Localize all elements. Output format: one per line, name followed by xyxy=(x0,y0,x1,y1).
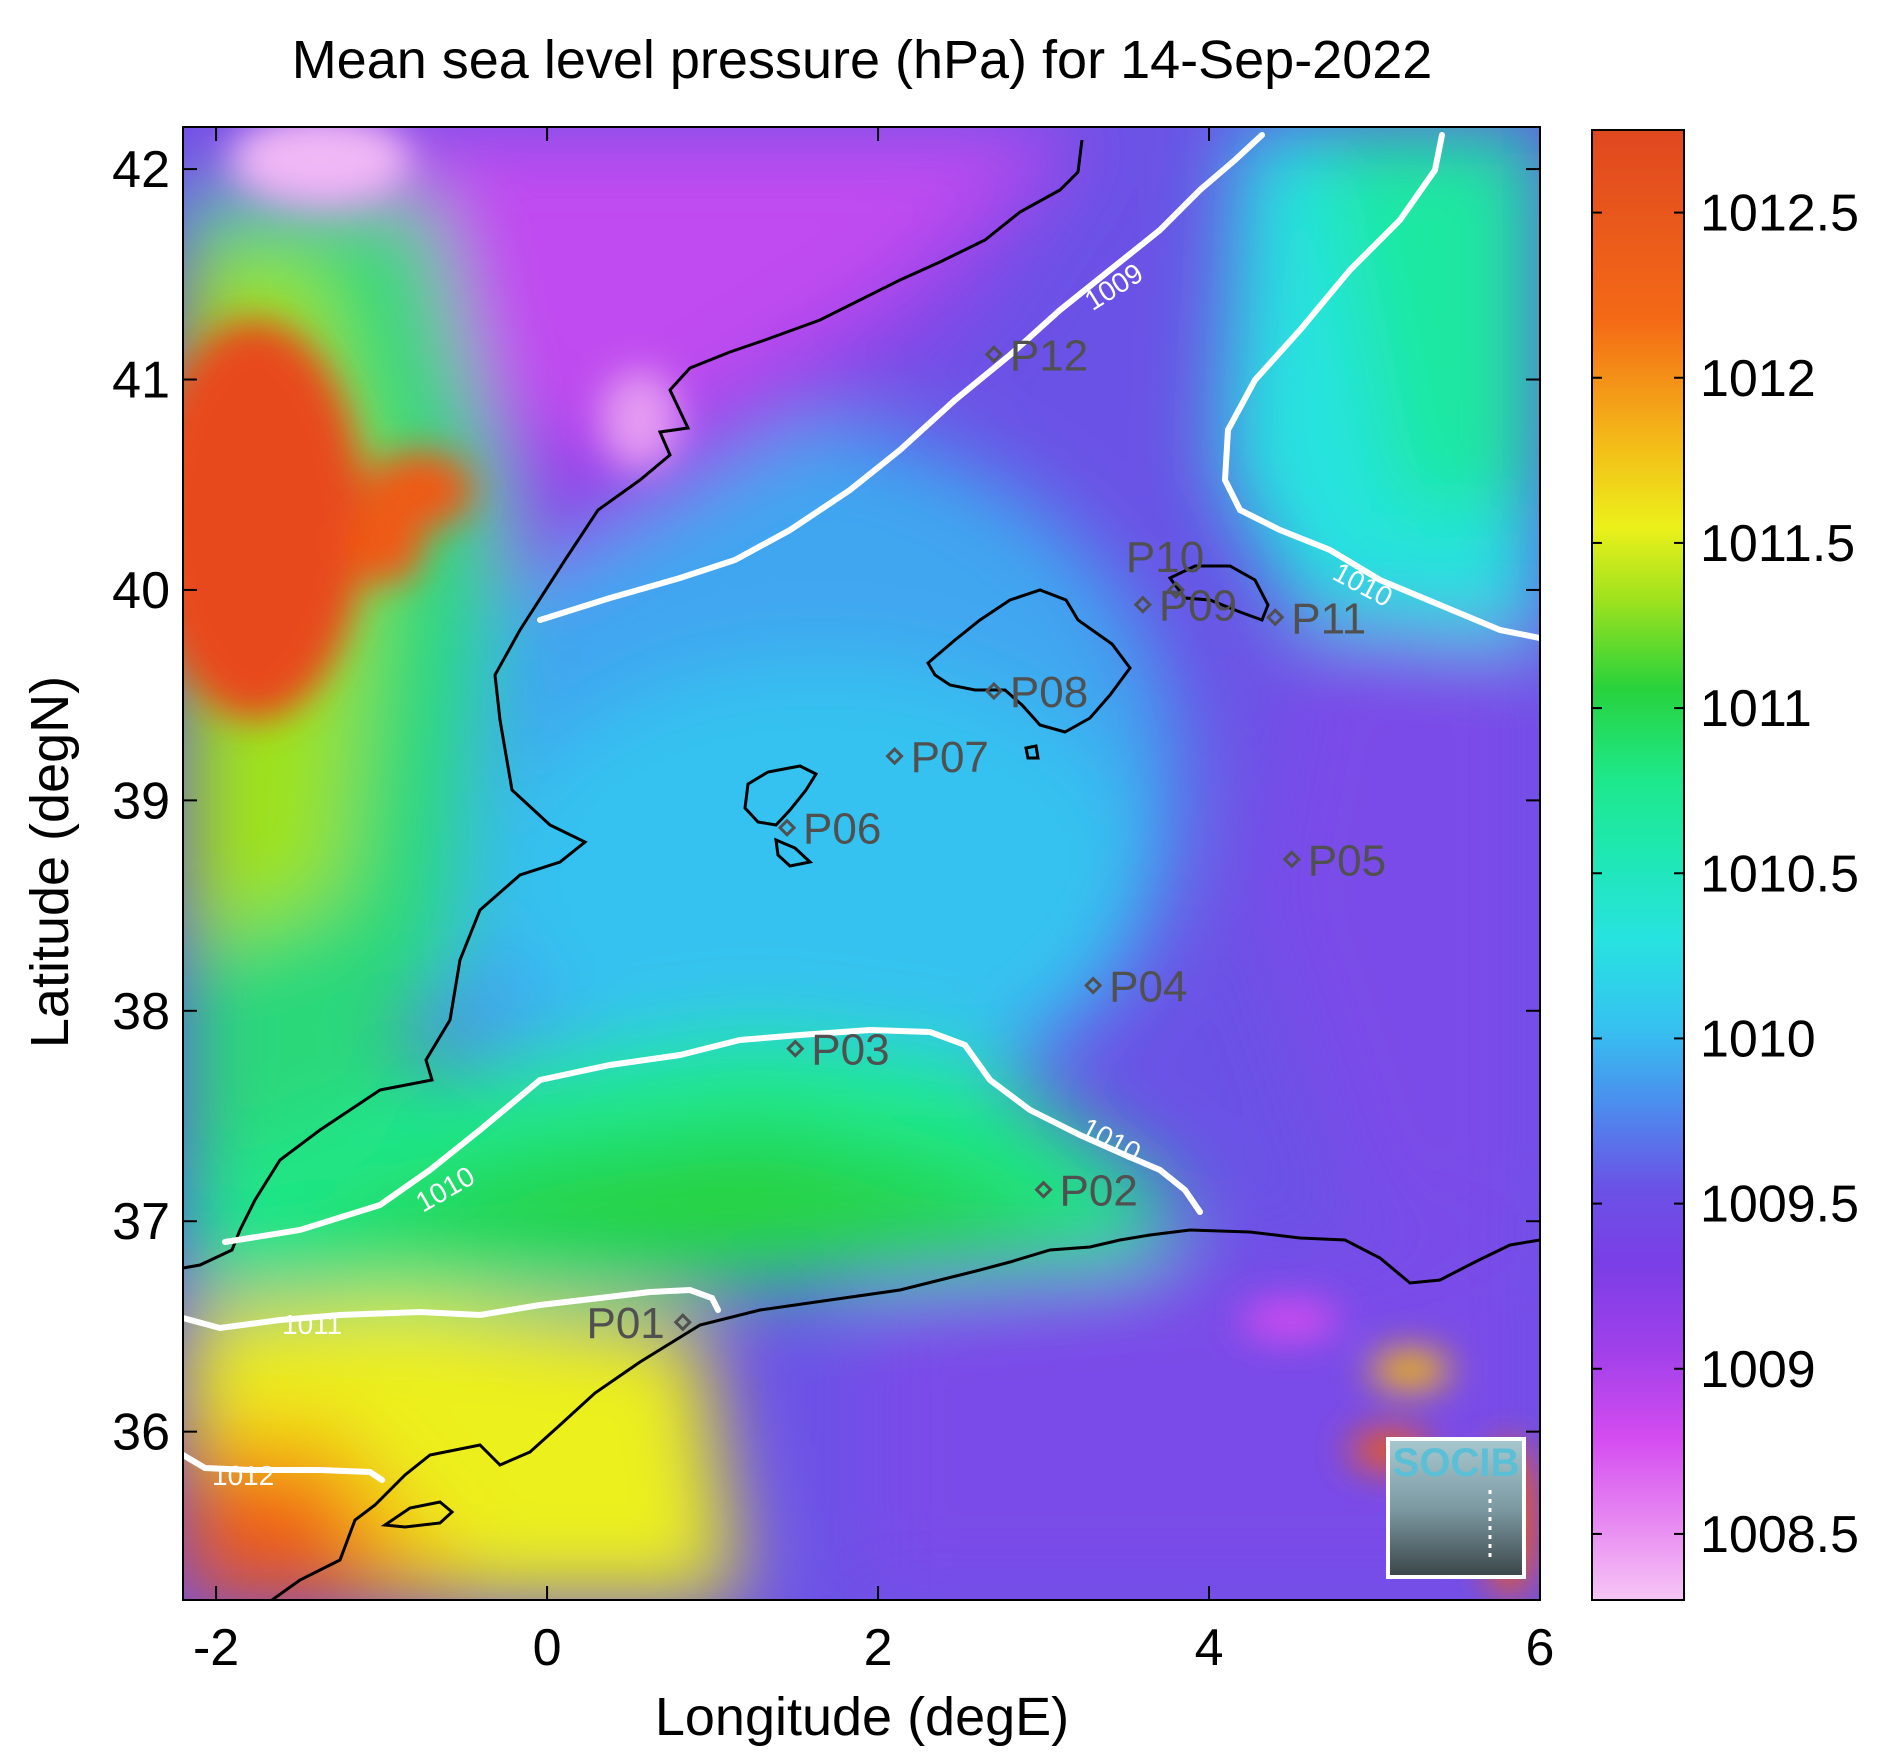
chart-title: Mean sea level pressure (hPa) for 14-Sep… xyxy=(292,30,1433,90)
contour-1012 xyxy=(183,1452,385,1483)
coastlines xyxy=(183,139,1540,1600)
y-tick-label: 38 xyxy=(112,983,170,1041)
colorbar-tick-label: 1009 xyxy=(1700,1341,1816,1399)
station-label: P06 xyxy=(803,805,881,854)
station-label: P02 xyxy=(1060,1167,1138,1216)
x-tick-label: 0 xyxy=(533,1619,562,1677)
y-tick-label: 37 xyxy=(112,1193,170,1251)
socib-logo-text: SOCIB xyxy=(1393,1441,1520,1485)
station-label: P05 xyxy=(1308,836,1386,885)
iberian-coastline xyxy=(183,139,1084,1270)
y-tick-label: 42 xyxy=(112,141,170,199)
station-marker-p07: P07 xyxy=(885,733,989,782)
station-label: P07 xyxy=(911,733,989,782)
x-tick-label: -2 xyxy=(193,1619,239,1677)
station-marker-p03: P03 xyxy=(786,1026,890,1075)
station-marker-p04: P04 xyxy=(1084,963,1187,1012)
diamond-marker-icon xyxy=(1282,850,1301,869)
station-marker-p10: P10 xyxy=(1126,533,1204,600)
colorbar-tick-label: 1008.5 xyxy=(1700,1506,1859,1564)
contour-1010-north xyxy=(1221,132,1540,641)
x-tick-label: 2 xyxy=(864,1619,893,1677)
contour-label-1012: 1012 xyxy=(212,1460,274,1491)
diamond-marker-icon xyxy=(984,345,1004,364)
contour-1010-south xyxy=(222,1026,1203,1245)
y-axis-label: Latitude (degN) xyxy=(20,676,80,1048)
station-marker-p11: P11 xyxy=(1266,594,1366,643)
map-frame xyxy=(182,126,1541,1601)
colorbar-tick-label: 1010 xyxy=(1700,1010,1816,1068)
y-tick-label: 36 xyxy=(112,1404,170,1462)
cabrera-coastline xyxy=(1024,744,1040,760)
station-label: P10 xyxy=(1126,533,1204,582)
y-tick-label: 40 xyxy=(112,562,170,620)
contour-label-1011: 1011 xyxy=(282,1309,342,1340)
station-label: P12 xyxy=(1010,331,1088,380)
x-tick-label: 6 xyxy=(1526,1619,1555,1677)
diamond-marker-icon xyxy=(1166,580,1186,600)
x-axis-label: Longitude (degE) xyxy=(655,1687,1069,1747)
contour-1009 xyxy=(537,132,1265,623)
station-marker-p09: P09 xyxy=(1133,582,1237,631)
diamond-marker-icon xyxy=(1133,595,1152,614)
station-marker-p12: P12 xyxy=(984,331,1088,380)
station-label: P03 xyxy=(811,1026,889,1075)
pressure-field: SOCIB xyxy=(183,127,1540,1600)
colorbar-gradient xyxy=(1591,129,1685,1601)
diamond-marker-icon xyxy=(673,1313,692,1332)
ibiza-coastline xyxy=(743,764,819,827)
formentera-coastline xyxy=(774,837,814,868)
station-label: P04 xyxy=(1109,963,1187,1012)
station-marker-p06: P06 xyxy=(777,805,881,854)
colorbar: 1008.5 1009 1009.5 1010 1010.5 1011 1011.5 1012… xyxy=(1591,129,1859,1601)
colorbar-ticks: 1008.5 1009 1009.5 1010 1010.5 1011 1011.5 1012… xyxy=(1592,185,1859,1564)
diamond-marker-icon xyxy=(984,681,1004,701)
menorca-coastline xyxy=(1167,564,1270,622)
y-tick-label: 41 xyxy=(112,352,170,410)
y-tick-label: 39 xyxy=(112,772,170,830)
alboran-island-coastline xyxy=(380,1500,455,1529)
colorbar-tick-label: 1012.5 xyxy=(1700,185,1859,243)
station-marker-p05: P05 xyxy=(1282,836,1386,885)
diamond-marker-icon xyxy=(1034,1180,1053,1199)
diamond-marker-icon xyxy=(1266,608,1285,627)
station-label: P09 xyxy=(1159,582,1237,631)
x-tick-label: 4 xyxy=(1195,1619,1224,1677)
diamond-marker-icon xyxy=(786,1039,805,1058)
diamond-marker-icon xyxy=(777,818,797,837)
colorbar-tick-label: 1012 xyxy=(1700,350,1816,408)
diamond-marker-icon xyxy=(885,747,904,766)
x-axis: -2 0 2 4 6 xyxy=(193,127,1554,1677)
colorbar-tick-label: 1011 xyxy=(1700,680,1812,738)
diamond-marker-icon xyxy=(1084,976,1103,995)
contour-1011 xyxy=(183,1286,721,1332)
colorbar-tick-label: 1011.5 xyxy=(1700,515,1855,573)
y-axis: 36 37 38 39 40 41 42 xyxy=(112,141,1540,1462)
station-label: P08 xyxy=(1010,668,1088,717)
mallorca-coastline xyxy=(926,588,1132,734)
station-marker-p01: P01 xyxy=(586,1299,692,1348)
station-label: P01 xyxy=(586,1299,664,1348)
colorbar-tick-label: 1010.5 xyxy=(1700,845,1859,903)
socib-logo: SOCIB xyxy=(1386,1437,1526,1579)
station-marker-p02: P02 xyxy=(1034,1167,1138,1216)
north-africa-coastline xyxy=(271,1228,1540,1600)
station-marker-p08: P08 xyxy=(984,668,1088,717)
colorbar-tick-label: 1009.5 xyxy=(1700,1176,1859,1234)
pressure-contours xyxy=(183,132,1540,1483)
station-label: P11 xyxy=(1291,594,1366,643)
